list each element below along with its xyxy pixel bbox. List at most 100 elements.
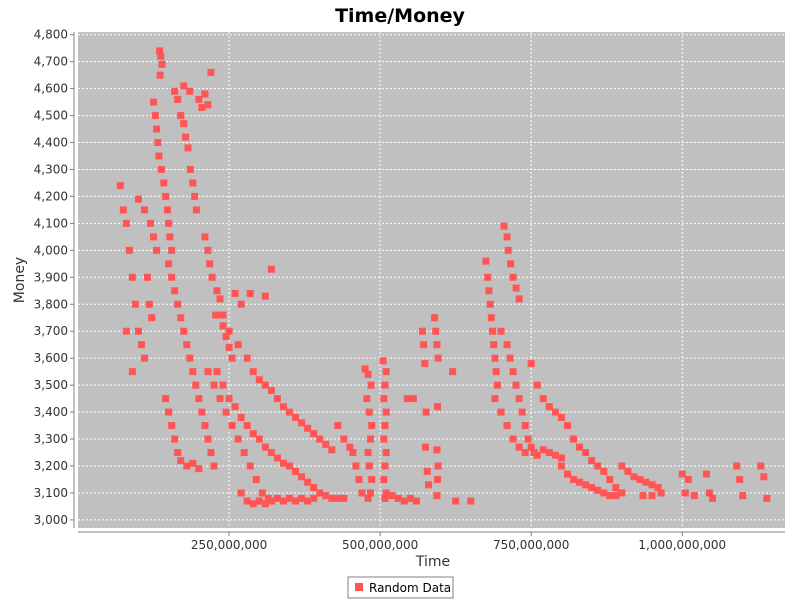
data-point — [557, 454, 565, 462]
data-point — [582, 481, 590, 489]
y-tick-label: 3,400 — [34, 405, 68, 419]
data-point — [162, 192, 170, 200]
data-point — [255, 435, 263, 443]
data-point — [246, 462, 254, 470]
data-point — [492, 368, 500, 376]
data-point — [739, 492, 747, 500]
data-point — [509, 273, 517, 281]
data-point — [143, 273, 151, 281]
data-point — [165, 260, 173, 268]
data-point — [563, 422, 571, 430]
data-point — [363, 395, 371, 403]
data-point — [128, 368, 136, 376]
data-point — [184, 144, 192, 152]
data-point — [489, 327, 497, 335]
data-point — [298, 494, 306, 502]
data-point — [204, 246, 212, 254]
data-point — [524, 435, 532, 443]
data-point — [545, 449, 553, 457]
data-point — [527, 360, 535, 368]
data-point — [403, 395, 411, 403]
data-point — [588, 484, 596, 492]
data-point — [334, 494, 342, 502]
y-tick-label: 3,500 — [34, 378, 68, 392]
data-points — [116, 47, 771, 508]
data-point — [491, 395, 499, 403]
data-point — [119, 206, 127, 214]
data-point — [298, 473, 306, 481]
data-point — [137, 341, 145, 349]
data-point — [207, 449, 215, 457]
legend-swatch — [355, 583, 363, 591]
data-point — [273, 395, 281, 403]
data-point — [654, 484, 662, 492]
data-point — [285, 462, 293, 470]
data-point — [252, 475, 260, 483]
data-point — [207, 68, 215, 76]
data-point — [122, 219, 130, 227]
legend: Random Data — [347, 576, 454, 599]
data-point — [503, 341, 511, 349]
data-point — [515, 295, 523, 303]
data-point — [128, 273, 136, 281]
data-point — [570, 475, 578, 483]
y-tick-label: 3,200 — [34, 459, 68, 473]
data-point — [322, 492, 330, 500]
data-point — [365, 408, 373, 416]
data-point — [423, 467, 431, 475]
y-tick-label: 4,700 — [34, 55, 68, 69]
data-point — [515, 395, 523, 403]
data-point — [433, 446, 441, 454]
data-point — [420, 341, 428, 349]
data-point — [304, 424, 312, 432]
data-point — [255, 497, 263, 505]
data-point — [145, 300, 153, 308]
data-point — [201, 422, 209, 430]
data-point — [168, 422, 176, 430]
data-point — [421, 443, 429, 451]
data-point — [570, 435, 578, 443]
data-point — [551, 451, 559, 459]
data-point — [648, 481, 656, 489]
y-tick-label: 3,000 — [34, 513, 68, 527]
data-point — [358, 489, 366, 497]
data-point — [225, 327, 233, 335]
data-point — [757, 462, 765, 470]
data-point — [733, 462, 741, 470]
data-point — [380, 395, 388, 403]
data-point — [367, 381, 375, 389]
data-point — [237, 413, 245, 421]
data-point — [213, 368, 221, 376]
y-tick-label: 3,900 — [34, 270, 68, 284]
y-tick-label: 4,200 — [34, 189, 68, 203]
data-point — [521, 422, 529, 430]
data-point — [180, 120, 188, 128]
x-axis-label: Time — [415, 554, 450, 570]
data-point — [400, 497, 408, 505]
data-point — [201, 90, 209, 98]
data-point — [228, 354, 236, 362]
data-point — [509, 368, 517, 376]
legend-label: Random Data — [369, 581, 451, 595]
data-point — [177, 457, 185, 465]
data-point — [760, 473, 768, 481]
y-tick-label: 4,000 — [34, 243, 68, 257]
data-point — [381, 381, 389, 389]
data-point — [237, 489, 245, 497]
data-point — [576, 443, 584, 451]
data-point — [134, 195, 142, 203]
data-point — [183, 462, 191, 470]
data-point — [174, 449, 182, 457]
data-point — [186, 354, 194, 362]
data-point — [418, 327, 426, 335]
data-point — [222, 408, 230, 416]
data-point — [487, 314, 495, 322]
data-point — [340, 435, 348, 443]
y-tick-label: 3,300 — [34, 432, 68, 446]
y-tick-label: 4,500 — [34, 109, 68, 123]
data-point — [186, 87, 194, 95]
data-point — [231, 403, 239, 411]
data-point — [424, 481, 432, 489]
data-point — [267, 449, 275, 457]
data-point — [210, 462, 218, 470]
